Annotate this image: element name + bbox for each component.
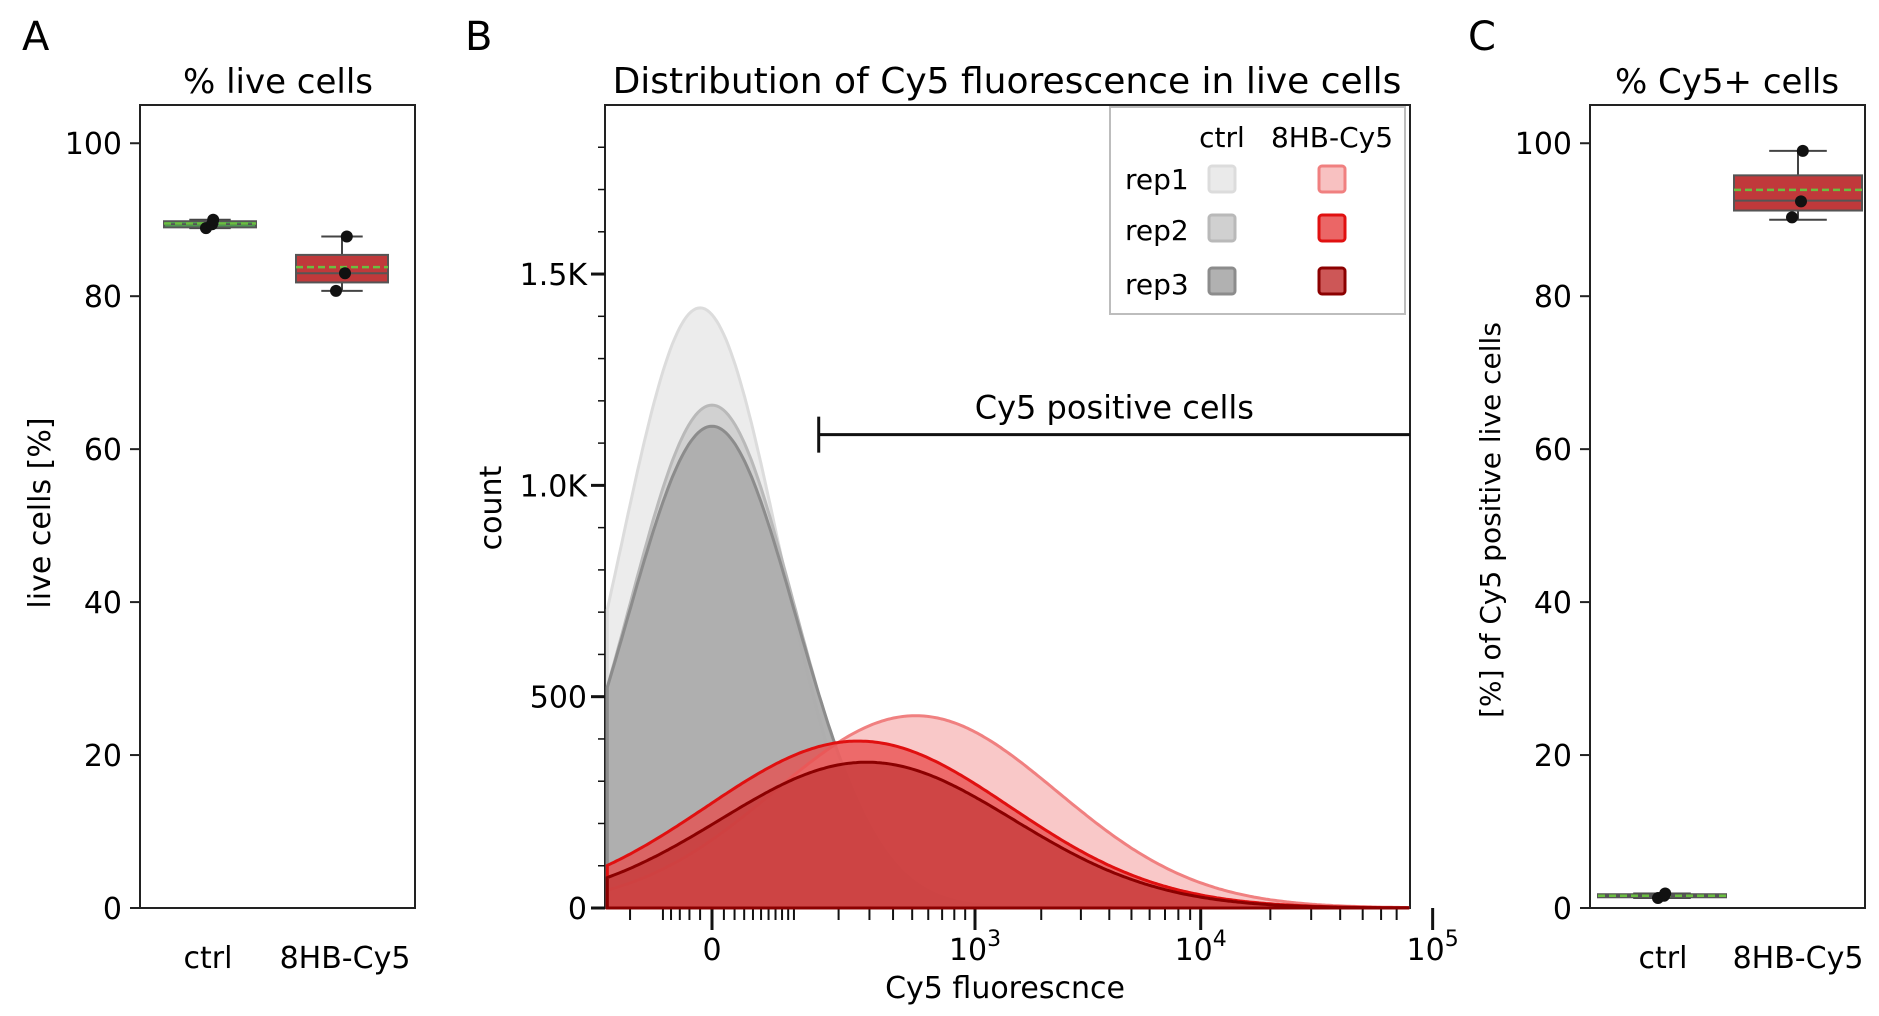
panel-c-boxes [1597,144,1863,905]
a-point-0-2 [207,213,220,226]
c-box-ctrl [1597,887,1727,905]
b-xtick-label-2: 104 [1175,927,1227,968]
legend-frame [1109,106,1406,315]
panel-b-histograms [605,306,1410,910]
c-point-1-2 [1796,144,1809,157]
legend-swatch-8hb-cy5-rep2 [1317,213,1347,243]
legend-header-ctrl: ctrl [1199,121,1245,154]
panel-letter-a: A [22,14,50,60]
a-point-1-0 [330,284,342,297]
a-point-1-1 [339,267,351,280]
c-point-1-1 [1795,195,1807,208]
a-ytick-label-5: 100 [65,127,122,162]
legend-swatch-8hb-cy5-rep1 [1317,164,1347,194]
c-ytick-label-4: 80 [1534,280,1572,315]
a-box-ctrl [163,213,257,235]
panel-b-ylabel: count [474,465,509,550]
panel-c-xtick-8hb-cy5: 8HB-Cy5 [1733,941,1864,976]
c-point-0-2 [1659,887,1672,900]
c-point-1-0 [1786,211,1798,224]
a-ytick-label-2: 40 [84,586,122,621]
a-ytick-label-3: 60 [84,433,122,468]
panel-a-xtick-ctrl: ctrl [184,941,233,976]
panel-c-y-axis: 0 20 40 60 80 100 [1515,127,1590,927]
panel-a-boxes [163,213,389,297]
legend-swatch-ctrl-rep1 [1207,164,1237,194]
panel-letter-c: C [1468,14,1496,60]
panel-a-frame [139,104,416,909]
a-point-1-2 [340,230,353,243]
panel-a: A % live cells live cells [%] 0 20 40 60 80 1… [22,14,416,976]
panel-a-ylabel: live cells [%] [23,417,58,608]
legend-swatch-8hb-cy5-rep3 [1317,266,1347,296]
histogram-8hb-cy5-rep3 [605,760,1410,910]
c-ytick-label-1: 20 [1534,739,1572,774]
panel-c-frame [1589,104,1866,909]
panel-c-xtick-ctrl: ctrl [1639,941,1688,976]
legend-swatches [1207,164,1347,296]
legend-row-rep3: rep3 [1125,268,1189,301]
gate-label: Cy5 positive cells [975,389,1254,427]
b-ytick-label-1: 500 [530,681,587,716]
legend-swatch-ctrl-rep2 [1207,213,1237,243]
c-ytick-label-2: 40 [1534,586,1572,621]
legend-row-rep2: rep2 [1125,214,1189,247]
c-ytick-label-3: 60 [1534,433,1572,468]
panel-a-y-axis: 0 20 40 60 80 100 [65,127,140,927]
b-xtick-label-0: 0 [702,933,721,968]
legend-swatch-ctrl-rep3 [1207,266,1237,296]
panel-b: B Distribution of Cy5 fluorescence in li… [465,14,1459,1006]
cy5-positive-gate: Cy5 positive cells [817,389,1410,453]
panel-letter-b: B [465,14,492,60]
c-ytick-label-0: 0 [1553,892,1572,927]
b-ytick-label-0: 0 [568,892,587,927]
legend-row-rep1: rep1 [1125,163,1189,196]
panel-c-ylabel: [%] of Cy5 positive live cells [1474,322,1507,718]
panel-b-x-axis: 0 103 104 105 [629,908,1459,968]
a-ytick-label-1: 20 [84,739,122,774]
a-ytick-label-4: 80 [84,280,122,315]
panel-a-xtick-8hb-cy5: 8HB-Cy5 [280,941,411,976]
b-xtick-label-3: 105 [1407,927,1459,968]
panel-b-y-axis: 0 500 1.0K 1.5K [520,146,605,927]
a-box-8hb-cy5 [295,230,389,297]
b-ytick-label-3: 1.5K [520,258,589,293]
legend-header-8hb-cy5: 8HB-Cy5 [1271,121,1393,154]
panel-c: C % Cy5+ cells [%] of Cy5 positive live … [1468,14,1866,976]
b-xtick-label-1: 103 [949,927,1001,968]
legend: ctrl 8HB-Cy5 rep1 rep2 rep3 [1109,106,1406,315]
panel-b-title: Distribution of Cy5 fluorescence in live… [613,61,1402,102]
panel-b-xlabel: Cy5 fluorescnce [885,971,1125,1006]
c-box-8hb-cy5 [1733,144,1863,224]
panel-a-title: % live cells [183,62,373,102]
c-ytick-label-5: 100 [1515,127,1572,162]
panel-c-title: % Cy5+ cells [1615,62,1839,102]
a-ytick-label-0: 0 [103,892,122,927]
b-ytick-label-2: 1.0K [520,469,589,504]
